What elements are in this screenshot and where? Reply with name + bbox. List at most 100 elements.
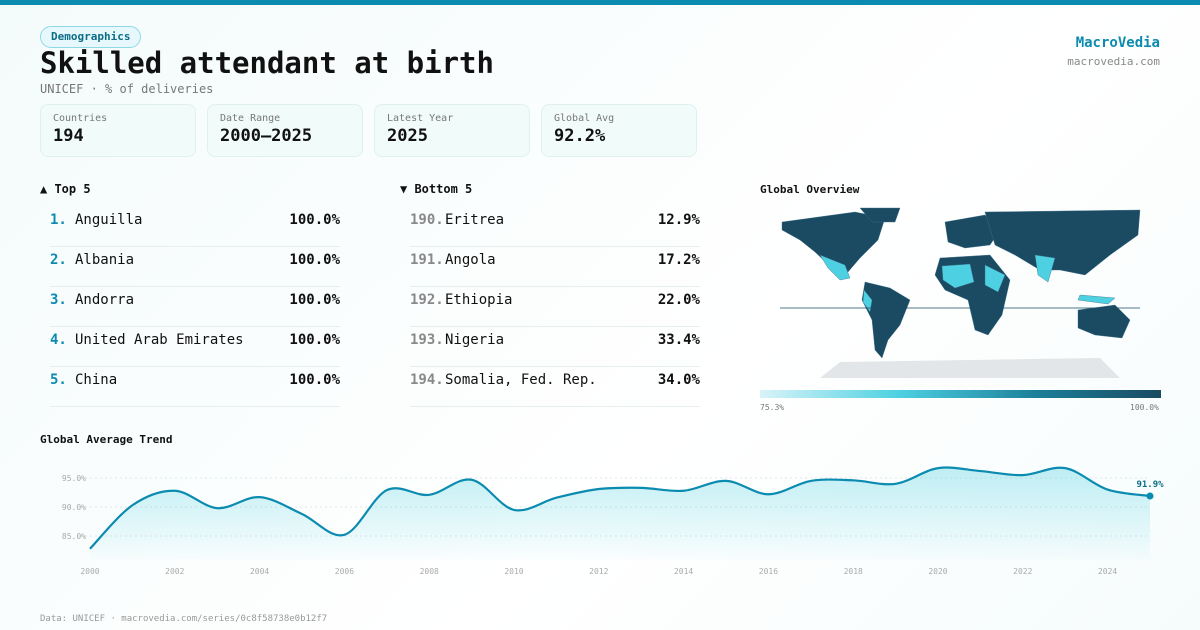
stat-label: Date Range — [220, 113, 281, 124]
country-name: Andorra — [75, 292, 135, 308]
country-value: 22.0% — [657, 292, 700, 308]
country-value: 100.0% — [289, 372, 340, 388]
top5-row[interactable]: 4. United Arab Emirates 100.0% — [50, 327, 340, 367]
x-tick-label: 2002 — [165, 567, 184, 576]
rank: 3. — [50, 292, 67, 308]
legend-max: 100.0% — [1130, 403, 1159, 412]
x-tick-label: 2010 — [504, 567, 523, 576]
rank: 2. — [50, 252, 67, 268]
top5-row[interactable]: 1. Anguilla 100.0% — [50, 207, 340, 247]
map-india — [1034, 254, 1056, 283]
country-value: 100.0% — [289, 252, 340, 268]
country-name: Ethiopia — [445, 292, 513, 308]
country-value: 12.9% — [657, 212, 700, 228]
country-value: 100.0% — [289, 212, 340, 228]
country-name: Albania — [75, 252, 135, 268]
map-south-america — [861, 281, 911, 359]
brand-url[interactable]: macrovedia.com — [1067, 55, 1160, 68]
map-east-africa — [984, 264, 1006, 293]
rank: 5. — [50, 372, 67, 388]
top5-row[interactable]: 5. China 100.0% — [50, 367, 340, 407]
country-name: Eritrea — [445, 212, 505, 228]
rank: 192. — [410, 292, 444, 308]
world-map[interactable] — [760, 200, 1161, 385]
map-mexico — [819, 254, 851, 281]
stat-value: 2025 — [387, 126, 428, 146]
x-tick-label: 2008 — [420, 567, 439, 576]
x-tick-label: 2024 — [1098, 567, 1117, 576]
top5-row[interactable]: 3. Andorra 100.0% — [50, 287, 340, 327]
rank: 194. — [410, 372, 444, 388]
brand-logo[interactable]: MacroVedia — [1075, 35, 1160, 51]
country-name: Somalia, Fed. Rep. — [445, 372, 597, 388]
map-greenland — [859, 207, 901, 223]
bottom5-title: ▼ Bottom 5 — [400, 182, 473, 196]
stat-label: Latest Year — [387, 113, 454, 124]
footer-source: Data: UNICEF · macrovedia.com/series/0c8… — [40, 614, 328, 624]
map-west-africa — [941, 263, 975, 289]
y-tick-label: 85.0% — [62, 532, 86, 541]
last-value-label: 91.9% — [1136, 480, 1164, 490]
x-tick-label: 2012 — [589, 567, 608, 576]
country-name: Nigeria — [445, 332, 505, 348]
trend-area — [90, 467, 1150, 560]
country-name: China — [75, 372, 118, 388]
country-value: 34.0% — [657, 372, 700, 388]
y-tick-label: 90.0% — [62, 503, 86, 512]
trend-chart[interactable]: 85.0% 90.0% 95.0% 2000 2002 2004 2006 2008 2010 2… — [0, 450, 1200, 580]
bottom5-row[interactable]: 194. Somalia, Fed. Rep. 34.0% — [410, 367, 700, 407]
map-legend-bar — [760, 390, 1161, 398]
x-tick-label: 2006 — [335, 567, 354, 576]
x-tick-label: 2014 — [674, 567, 693, 576]
stat-value: 92.2% — [554, 126, 606, 146]
x-tick-label: 2004 — [250, 567, 269, 576]
x-tick-label: 2018 — [844, 567, 863, 576]
map-title: Global Overview — [760, 183, 860, 196]
top5-row[interactable]: 2. Albania 100.0% — [50, 247, 340, 287]
country-value: 100.0% — [289, 332, 340, 348]
last-point-marker[interactable] — [1146, 492, 1154, 500]
stat-card: Global Avg 92.2% — [541, 104, 697, 157]
stat-card: Date Range 2000–2025 — [207, 104, 363, 157]
page-subtitle: UNICEF · % of deliveries — [40, 82, 214, 96]
stat-value: 2000–2025 — [220, 126, 313, 146]
country-value: 33.4% — [657, 332, 700, 348]
country-name: United Arab Emirates — [75, 332, 244, 348]
country-value: 17.2% — [657, 252, 700, 268]
chart-title: Global Average Trend — [40, 433, 173, 446]
map-australia — [1077, 304, 1131, 339]
rank: 191. — [410, 252, 444, 268]
map-asia — [984, 209, 1141, 276]
bottom5-row[interactable]: 190. Eritrea 12.9% — [410, 207, 700, 247]
country-name: Angola — [445, 252, 496, 268]
rank: 1. — [50, 212, 67, 228]
stat-label: Countries — [53, 113, 108, 124]
stat-card: Countries 194 — [40, 104, 196, 157]
legend-min: 75.3% — [760, 403, 785, 412]
page-title: Skilled attendant at birth — [40, 46, 494, 80]
map-antarctica — [820, 358, 1120, 378]
stat-card: Latest Year 2025 — [374, 104, 530, 157]
rank: 190. — [410, 212, 444, 228]
map-andes — [862, 289, 873, 313]
stat-value: 194 — [53, 126, 84, 146]
rank: 193. — [410, 332, 444, 348]
country-value: 100.0% — [289, 292, 340, 308]
category-badge[interactable]: Demographics — [40, 26, 142, 48]
top5-title: ▲ Top 5 — [40, 182, 91, 196]
trend-line — [89, 466, 1151, 550]
country-name: Anguilla — [75, 212, 143, 228]
bottom5-row[interactable]: 191. Angola 17.2% — [410, 247, 700, 287]
x-tick-label: 2020 — [928, 567, 947, 576]
top-accent-bar — [0, 0, 1200, 5]
x-tick-label: 2022 — [1013, 567, 1032, 576]
stat-label: Global Avg — [554, 113, 615, 124]
x-tick-label: 2016 — [759, 567, 778, 576]
x-tick-label: 2000 — [80, 567, 99, 576]
bottom5-row[interactable]: 193. Nigeria 33.4% — [410, 327, 700, 367]
rank: 4. — [50, 332, 67, 348]
y-tick-label: 95.0% — [62, 474, 86, 483]
map-europe — [944, 214, 1001, 249]
map-indonesia — [1077, 294, 1116, 305]
bottom5-row[interactable]: 192. Ethiopia 22.0% — [410, 287, 700, 327]
